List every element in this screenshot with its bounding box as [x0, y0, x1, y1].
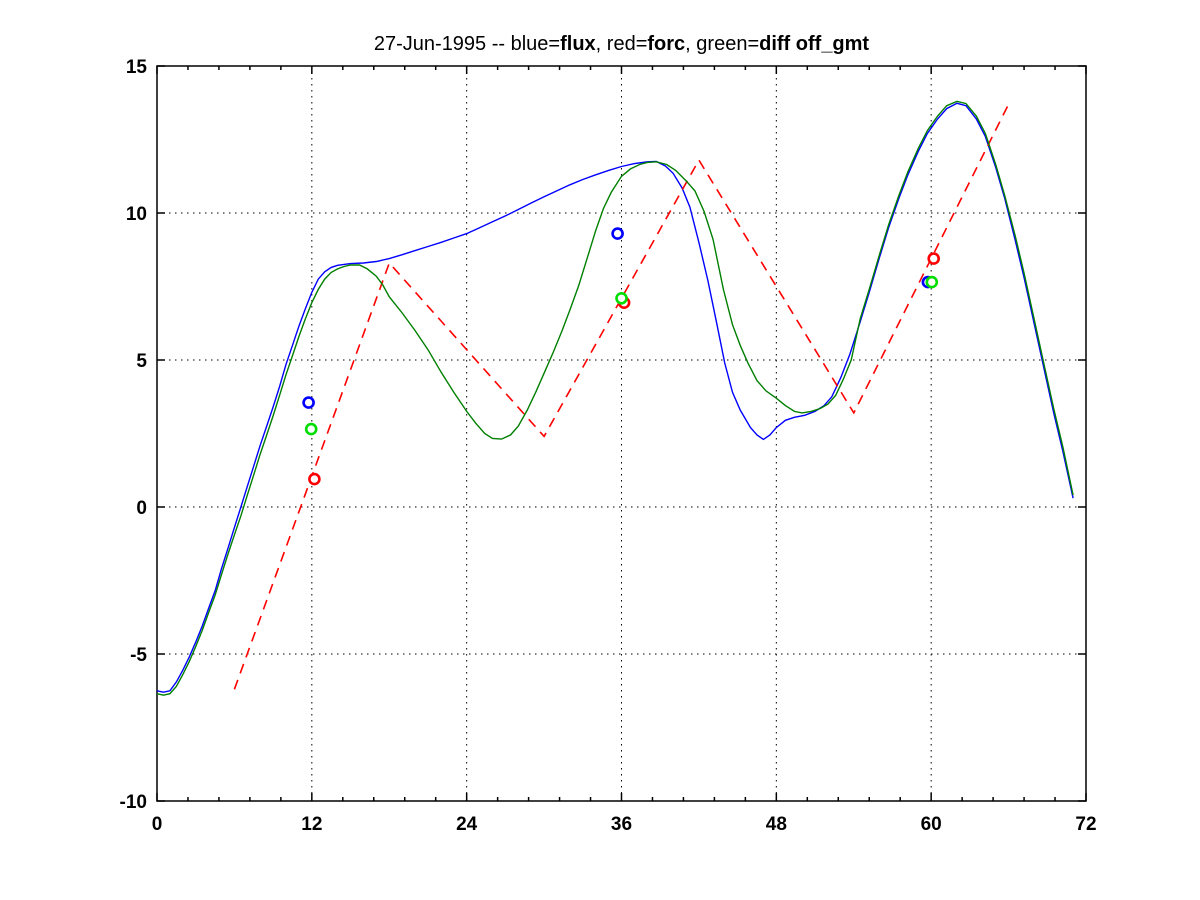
title-segment: , red= — [595, 33, 648, 55]
forc-obs-marker — [927, 252, 941, 265]
x-tick-label: 72 — [1075, 814, 1096, 835]
title-segment: flux — [560, 33, 596, 55]
y-tick-label: -10 — [120, 792, 147, 813]
axes-box — [156, 65, 1087, 802]
x-tick-label: 36 — [611, 814, 632, 835]
y-tick-label: 5 — [136, 351, 147, 372]
x-tick-label: 24 — [456, 814, 478, 835]
diff-obs-marker — [615, 291, 628, 305]
y-tick-label: 10 — [126, 204, 147, 225]
title-segment: 27-Jun-1995 -- blue= — [373, 33, 561, 55]
y-tick-label: 0 — [136, 498, 147, 519]
flux-curve — [156, 102, 1074, 693]
title-segment: diff off_gmt — [759, 33, 870, 55]
diff-obs-marker — [304, 422, 318, 436]
title-segment: , green= — [685, 33, 760, 55]
title-segment: forc — [647, 33, 686, 55]
flux-obs-marker — [611, 227, 624, 240]
diff-curve — [156, 100, 1074, 696]
flux-obs-marker — [302, 396, 315, 409]
y-tick-label: -5 — [130, 645, 147, 666]
y-tick-label: 15 — [126, 57, 148, 78]
x-tick-label: 48 — [766, 814, 787, 835]
forc-curve — [233, 103, 1010, 690]
diff-obs-marker — [925, 275, 939, 289]
forc-obs-marker — [308, 472, 321, 486]
x-tick-label: 60 — [921, 814, 942, 835]
x-tick-label: 12 — [301, 814, 322, 835]
chart-title: 27-Jun-1995 -- blue=flux, red=forc, gree… — [157, 33, 1086, 56]
x-tick-label: 0 — [152, 814, 163, 835]
